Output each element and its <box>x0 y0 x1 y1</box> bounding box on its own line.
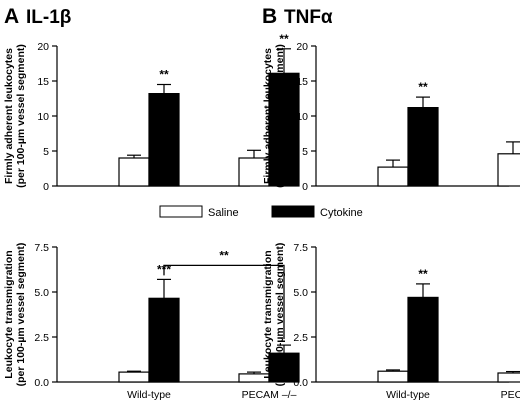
y-tick-label: 10 <box>37 111 49 123</box>
y-axis-label-units: (per 100-µm vessel segment) <box>15 243 27 387</box>
y-axis-label: Leukocyte transmigration <box>262 250 274 378</box>
y-tick-label: 0 <box>43 181 49 193</box>
x-category-label: Wild-type <box>386 389 430 401</box>
y-tick-label: 20 <box>37 41 49 53</box>
significance-mark: ** <box>159 68 169 82</box>
x-category-label: PECAM –/– <box>501 389 520 401</box>
x-category-label: Wild-type <box>127 389 171 401</box>
bar-saline-1 <box>118 371 150 383</box>
y-tick-label: 2.5 <box>34 332 49 344</box>
bar-cytokine-1 <box>407 106 439 187</box>
y-tick-label: 5 <box>43 146 49 158</box>
y-tick-label: 5.0 <box>34 287 49 299</box>
y-tick-label: 15 <box>37 76 49 88</box>
y-tick-label: 20 <box>296 41 308 53</box>
y-tick-label: 0.0 <box>34 377 49 389</box>
y-axis-label-units: (per 100-µm vessel segment) <box>274 44 286 188</box>
legend: Saline Cytokine <box>159 205 363 219</box>
legend-swatch-cytokine <box>271 205 315 218</box>
y-axis-label-units: (per 100-µm vessel segment) <box>274 243 286 387</box>
y-tick-label: 5 <box>302 146 308 158</box>
panel-letter-a: A <box>4 5 19 28</box>
bar-cytokine-2 <box>268 72 300 187</box>
y-tick-label: 7.5 <box>293 242 308 254</box>
y-tick-label: 5.0 <box>293 287 308 299</box>
y-tick-label: 0.0 <box>293 377 308 389</box>
bar-saline-1 <box>377 166 409 187</box>
y-tick-label: 15 <box>296 76 308 88</box>
x-category-label: PECAM –/– <box>242 389 297 401</box>
significance-mark: ** <box>418 267 428 281</box>
panel-title-b: TNFα <box>284 7 333 28</box>
legend-label-saline: Saline <box>208 207 239 219</box>
legend-label-cytokine: Cytokine <box>320 207 363 219</box>
legend-swatch-saline <box>159 205 203 218</box>
y-axis-label: Firmly adherent leukocytes <box>262 48 274 184</box>
bar-saline-1 <box>377 370 409 383</box>
bar-cytokine-1 <box>148 297 180 383</box>
y-tick-label: 0 <box>302 181 308 193</box>
bar-saline-2 <box>497 372 520 383</box>
y-axis-label: Leukocyte transmigration <box>3 250 15 378</box>
y-tick-label: 10 <box>296 111 308 123</box>
y-tick-label: 7.5 <box>34 242 49 254</box>
bracket-significance-mark: ** <box>219 248 229 262</box>
panel-letter-b: B <box>262 5 277 28</box>
chart-b-top: 0 5 10 15 20 Firmly adherent leukocytes (per 1… <box>262 41 520 193</box>
y-tick-label: 2.5 <box>293 332 308 344</box>
bar-saline-1 <box>118 157 150 187</box>
significance-mark: ** <box>418 80 428 94</box>
bar-cytokine-1 <box>148 92 180 187</box>
panel-title-a: IL-1β <box>26 7 71 28</box>
bar-saline-2 <box>497 153 520 187</box>
y-axis-label-units: (per 100-µm vessel segment) <box>15 44 27 188</box>
bar-cytokine-2 <box>268 352 300 383</box>
bar-cytokine-1 <box>407 296 439 383</box>
comparison-bracket <box>163 264 285 340</box>
chart-b-bottom: 0.0 2.5 5.0 7.5 Leukocyte transmigration (per… <box>262 242 520 401</box>
significance-mark: ** <box>279 32 289 46</box>
y-axis-label: Firmly adherent leukocytes <box>3 48 15 184</box>
